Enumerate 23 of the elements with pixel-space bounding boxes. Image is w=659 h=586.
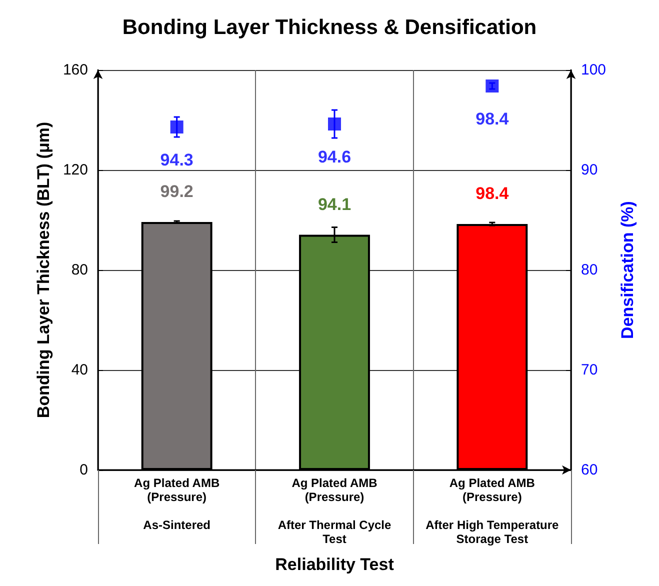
x-axis-title: Reliability Test <box>275 555 394 574</box>
y2-tick-label: 70 <box>581 362 598 378</box>
x-tick-label: Ag Plated AMB (Pressure) After Thermal Cycle Test <box>278 476 392 546</box>
x-tick-label: Ag Plated AMB (Pressure) As-Sintered <box>134 476 220 532</box>
y2-tick-label: 100 <box>581 62 606 78</box>
data-label: 98.4 <box>476 184 510 203</box>
y-tick-label: 40 <box>71 362 88 378</box>
y-tick-label: 120 <box>62 162 88 178</box>
y2-tick-label: 90 <box>581 162 598 178</box>
y2-axis-title: Densification (%) <box>618 201 637 339</box>
chart-title: Bonding Layer Thickness & Densification <box>122 16 537 39</box>
y-tick-label: 160 <box>62 62 88 78</box>
x-tick-label: Ag Plated AMB (Pressure) After High Temperature Storage Test <box>426 476 560 546</box>
data-label: 94.1 <box>318 194 352 214</box>
data-label: 94.3 <box>160 150 194 170</box>
y-tick-label: 80 <box>71 262 88 278</box>
data-label: 94.6 <box>318 148 352 166</box>
y-axis-title: Bonding Layer Thickness (BLT) (μm) <box>34 122 54 418</box>
y-tick-label: 0 <box>80 462 88 478</box>
y2-tick-label: 80 <box>581 262 598 278</box>
data-label: 99.2 <box>160 182 194 201</box>
y2-tick-label: 60 <box>581 462 598 478</box>
data-label: 98.4 <box>476 110 510 128</box>
